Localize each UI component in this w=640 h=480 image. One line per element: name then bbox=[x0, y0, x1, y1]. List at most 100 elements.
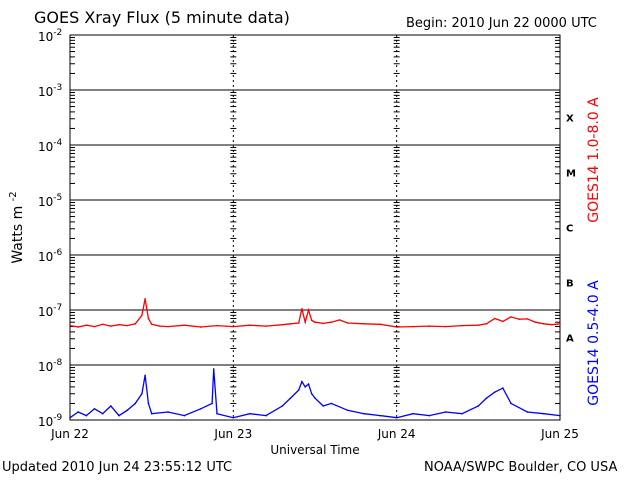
y-tick-exponent: -4 bbox=[53, 138, 62, 148]
data-point bbox=[310, 319, 313, 322]
data-point bbox=[77, 411, 79, 413]
flare-class-label: B bbox=[566, 279, 574, 290]
data-point bbox=[199, 407, 202, 410]
data-point bbox=[395, 326, 398, 328]
data-point bbox=[477, 324, 480, 326]
y-axis-label-exponent: -2 bbox=[8, 191, 19, 201]
data-point bbox=[101, 412, 104, 415]
data-point bbox=[330, 321, 333, 324]
data-point bbox=[110, 405, 112, 407]
data-point bbox=[141, 314, 143, 317]
data-point bbox=[314, 321, 316, 324]
data-point bbox=[150, 323, 153, 326]
data-point bbox=[428, 414, 431, 417]
data-point bbox=[93, 407, 96, 410]
data-point bbox=[118, 414, 120, 417]
x-axis-label: Universal Time bbox=[270, 443, 359, 457]
data-point bbox=[485, 397, 488, 399]
series-legend-label: GOES14 1.0-8.0 A bbox=[586, 97, 602, 223]
data-point bbox=[444, 325, 447, 328]
data-point bbox=[167, 325, 169, 328]
data-point bbox=[551, 323, 553, 326]
data-point bbox=[144, 374, 146, 377]
series-legend-label: GOES14 0.5-4.0 A bbox=[586, 280, 602, 406]
data-point bbox=[526, 411, 529, 413]
flare-class-label: X bbox=[566, 114, 574, 125]
flare-class-label: A bbox=[566, 334, 574, 345]
data-point bbox=[322, 405, 324, 407]
data-point bbox=[485, 323, 488, 325]
data-point bbox=[265, 414, 267, 417]
data-point bbox=[134, 323, 137, 325]
data-point bbox=[101, 323, 104, 326]
data-point bbox=[248, 324, 251, 326]
y-tick-label: 10-2 bbox=[38, 28, 62, 44]
data-point bbox=[199, 326, 202, 328]
y-tick-label: 10-4 bbox=[38, 138, 63, 154]
data-point bbox=[510, 402, 512, 405]
data-point bbox=[297, 389, 300, 391]
data-point bbox=[265, 325, 267, 327]
x-tick-label: Jun 23 bbox=[213, 427, 252, 441]
data-point bbox=[281, 405, 284, 407]
data-point bbox=[77, 326, 79, 328]
data-point bbox=[297, 322, 300, 324]
data-point bbox=[363, 323, 365, 325]
data-point bbox=[412, 325, 414, 328]
data-point bbox=[444, 411, 447, 413]
y-tick-exponent: -8 bbox=[53, 358, 62, 368]
data-point bbox=[559, 323, 561, 325]
data-point bbox=[304, 321, 307, 324]
y-tick-exponent: -2 bbox=[53, 28, 62, 38]
data-point bbox=[395, 416, 398, 419]
data-point bbox=[110, 325, 112, 327]
y-tick-exponent: -3 bbox=[53, 83, 62, 93]
flare-class-label: C bbox=[566, 224, 573, 235]
y-tick-exponent: -7 bbox=[53, 303, 62, 313]
data-point bbox=[69, 324, 71, 327]
data-point bbox=[310, 392, 313, 395]
data-point bbox=[542, 412, 545, 415]
y-tick-label: 10-3 bbox=[38, 83, 62, 99]
y-tick-label: 10-8 bbox=[38, 358, 63, 374]
data-point bbox=[502, 320, 504, 323]
data-point bbox=[147, 402, 150, 405]
x-tick-label: Jun 24 bbox=[377, 427, 416, 441]
data-point bbox=[510, 316, 512, 318]
updated-timestamp: Updated 2010 Jun 24 23:55:12 UTC bbox=[2, 460, 233, 475]
data-point bbox=[518, 318, 520, 321]
data-point bbox=[85, 414, 88, 417]
data-point bbox=[526, 318, 529, 320]
y-tick-label: 10-7 bbox=[38, 303, 62, 319]
data-point bbox=[167, 411, 169, 413]
data-point bbox=[232, 325, 235, 328]
data-point bbox=[534, 321, 537, 324]
data-point bbox=[314, 397, 316, 399]
data-point bbox=[147, 317, 150, 320]
data-point bbox=[134, 402, 137, 405]
data-point bbox=[289, 323, 292, 325]
data-point bbox=[93, 325, 96, 328]
y-tick-exponent: -5 bbox=[53, 193, 62, 203]
data-point bbox=[85, 324, 88, 326]
data-point bbox=[338, 319, 341, 321]
data-point bbox=[461, 324, 463, 327]
y-tick-exponent: -6 bbox=[53, 248, 62, 258]
y-axis-label: Watts m -2 bbox=[8, 191, 26, 263]
data-point bbox=[281, 323, 284, 326]
data-point bbox=[330, 402, 333, 405]
data-point bbox=[307, 383, 310, 385]
data-point bbox=[301, 380, 303, 383]
flare-class-label: M bbox=[566, 169, 576, 180]
begin-time-label: Begin: 2010 Jun 22 0000 UTC bbox=[406, 16, 597, 31]
data-point bbox=[144, 297, 146, 300]
x-tick-label: Jun 25 bbox=[540, 427, 579, 441]
data-point bbox=[211, 402, 213, 405]
data-point bbox=[477, 405, 480, 407]
data-point bbox=[322, 322, 324, 325]
data-point bbox=[379, 414, 382, 417]
data-point bbox=[150, 412, 153, 415]
data-source-label: NOAA/SWPC Boulder, CO USA bbox=[424, 460, 618, 475]
